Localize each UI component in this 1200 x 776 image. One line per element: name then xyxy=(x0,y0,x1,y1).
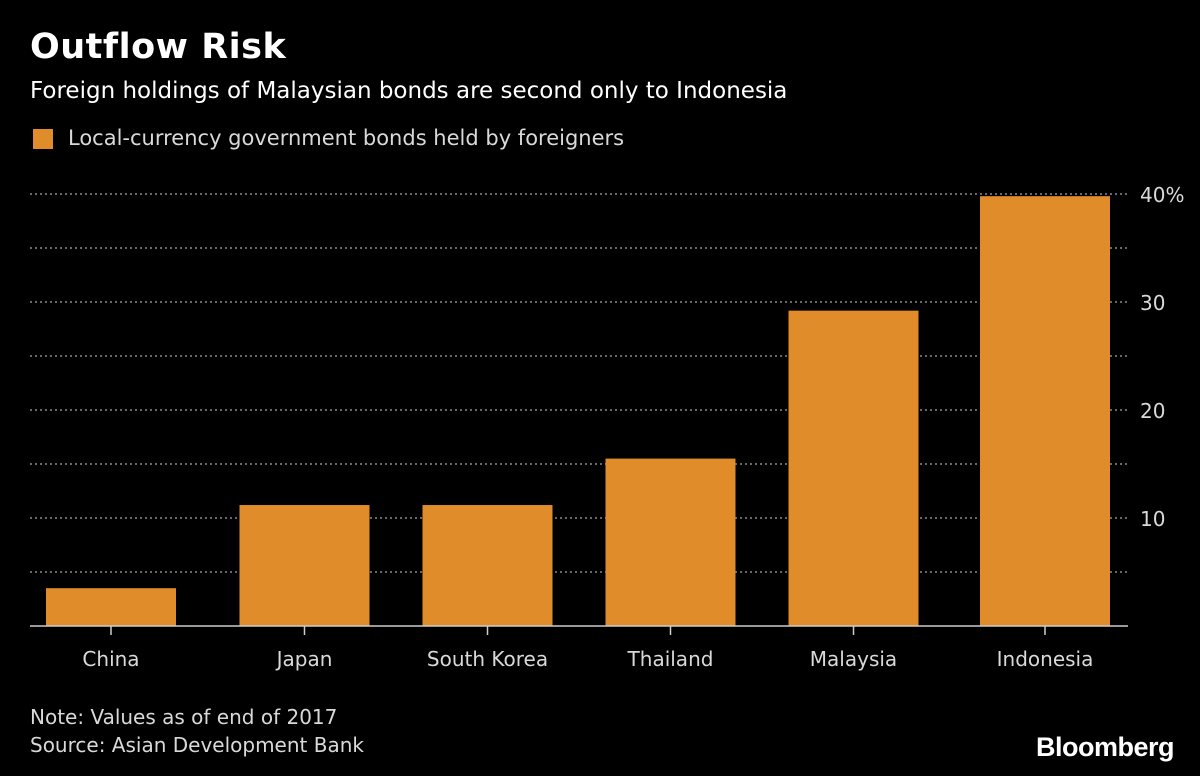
x-axis xyxy=(30,625,1128,635)
y-axis-labels: 10 20 30 40% xyxy=(1140,183,1184,531)
bar-malaysia xyxy=(788,310,919,626)
y-tick-label: 20 xyxy=(1140,399,1165,423)
y-tick-label: 30 xyxy=(1140,291,1165,315)
grid-lines xyxy=(30,193,1128,573)
chart-title: Outflow Risk xyxy=(30,27,287,67)
chart-note: Note: Values as of end of 2017 xyxy=(30,705,338,729)
bar-indonesia xyxy=(980,196,1110,626)
y-tick-label: 40% xyxy=(1140,183,1184,207)
x-tick-label: South Korea xyxy=(427,647,548,671)
chart-subtitle: Foreign holdings of Malaysian bonds are … xyxy=(30,78,788,104)
legend: Local-currency government bonds held by … xyxy=(33,128,624,149)
x-tick-label: China xyxy=(82,647,139,671)
x-tick-label: Malaysia xyxy=(810,647,897,671)
x-axis-labels: China Japan South Korea Thailand Malaysia Ind… xyxy=(82,647,1093,671)
bar-japan xyxy=(239,505,370,626)
legend-swatch xyxy=(33,128,53,149)
bars xyxy=(46,196,1110,626)
bar-thailand xyxy=(605,458,736,626)
x-tick-label: Japan xyxy=(275,647,333,671)
y-tick-label: 10 xyxy=(1140,507,1165,531)
bloomberg-logo: Bloomberg xyxy=(1035,732,1175,762)
x-tick-label: Thailand xyxy=(627,647,714,671)
legend-label: Local-currency government bonds held by … xyxy=(68,126,625,150)
bar-china xyxy=(46,588,176,626)
bar-south-korea xyxy=(422,505,553,626)
x-tick-label: Indonesia xyxy=(997,647,1094,671)
chart-source: Source: Asian Development Bank xyxy=(30,733,364,757)
